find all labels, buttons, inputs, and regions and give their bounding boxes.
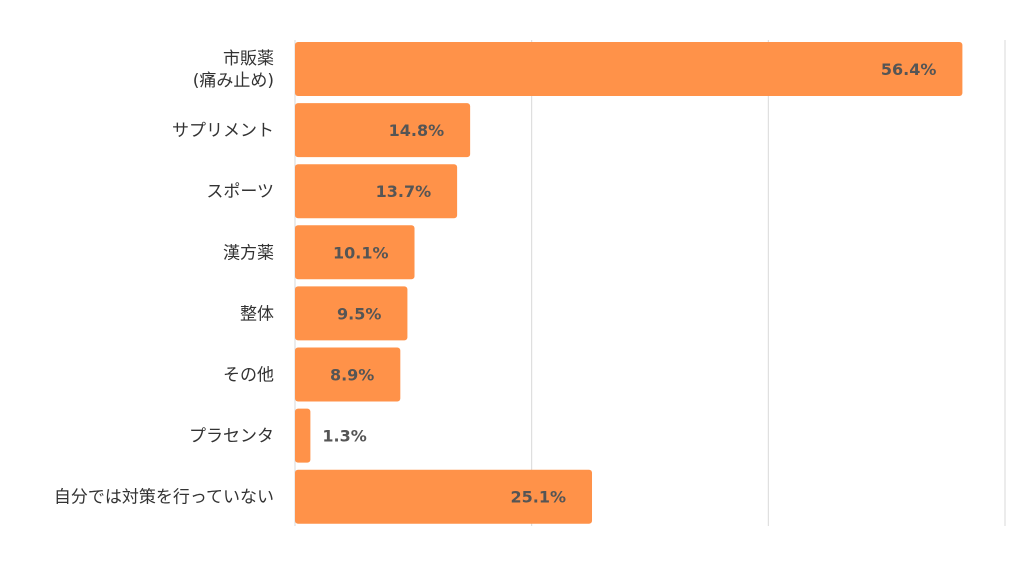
category-label-line: スポーツ (206, 182, 274, 202)
category-label-line: (痛み止め) (193, 71, 274, 91)
bar (295, 469, 593, 524)
category-label-line: その他 (223, 366, 274, 386)
category-label: 市販薬(痛み止め) (193, 49, 274, 91)
data-label: 25.1% (511, 488, 567, 507)
data-label: 8.9% (330, 366, 374, 385)
bar-layer (295, 42, 963, 524)
bar (295, 164, 458, 219)
category-label: スポーツ (206, 182, 274, 202)
category-label: その他 (223, 366, 274, 386)
category-label-line: 整体 (240, 304, 274, 324)
category-label-line: 漢方薬 (223, 243, 274, 263)
category-label-line: 市販薬 (223, 49, 274, 69)
data-label: 13.7% (376, 182, 432, 201)
bar (295, 103, 471, 158)
data-label: 9.5% (337, 304, 381, 323)
data-label: 14.8% (389, 121, 445, 140)
bar (295, 408, 311, 463)
category-label-line: 自分では対策を行っていない (54, 488, 274, 508)
label-layer: 56.4% 市販薬(痛み止め) 14.8% サプリメント 13.7% スポーツ 10.1% 漢… (54, 49, 937, 508)
category-label: 漢方薬 (223, 243, 274, 263)
bar (295, 286, 408, 341)
category-label: サプリメント (172, 121, 274, 141)
bar (295, 225, 415, 280)
data-label: 10.1% (333, 243, 389, 262)
category-label: 整体 (240, 304, 274, 324)
bar (295, 42, 963, 96)
category-label: 自分では対策を行っていない (54, 488, 274, 508)
category-label-line: サプリメント (172, 121, 274, 141)
data-label: 1.3% (322, 427, 366, 446)
category-label: プラセンタ (189, 427, 274, 447)
category-label-line: プラセンタ (189, 427, 274, 447)
data-label: 56.4% (881, 60, 937, 79)
bar (295, 347, 401, 402)
